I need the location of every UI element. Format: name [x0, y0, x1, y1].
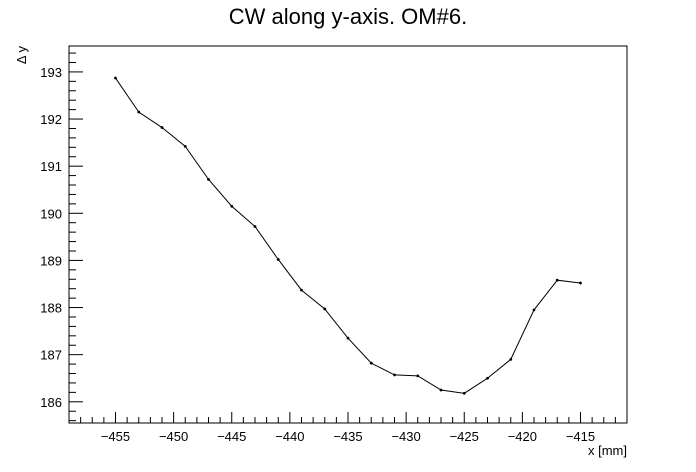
data-point: [114, 76, 117, 80]
data-point: [532, 308, 536, 312]
y-tick-label: 189: [40, 253, 62, 268]
axis-tick-labels: −455 −450 −445 −440 −435 −430 −425 −420 −415 186 1…: [40, 65, 595, 444]
data-point: [346, 336, 350, 340]
data-point: [253, 225, 257, 228]
data-point: [579, 281, 582, 285]
y-tick-label: 188: [40, 301, 62, 316]
x-tick-label: −420: [508, 429, 537, 444]
x-tick-label: −445: [217, 429, 246, 444]
data-point: [323, 307, 327, 311]
y-tick-label: 193: [40, 65, 62, 80]
data-point: [276, 258, 280, 261]
data-point: [369, 361, 373, 365]
plot-frame: [68, 45, 628, 424]
x-tick-label: −415: [566, 429, 595, 444]
data-point: [416, 374, 420, 378]
y-axis-title: Δ y: [14, 46, 29, 65]
chart-title: CW along y-axis. OM#6.: [229, 4, 467, 29]
data-point: [486, 376, 489, 380]
data-point: [207, 177, 210, 181]
x-tick-label: −455: [101, 429, 130, 444]
y-tick-label: 187: [40, 348, 62, 363]
data-point: [462, 391, 466, 395]
data-point: [230, 204, 234, 208]
x-axis-title: x [mm]: [588, 443, 627, 458]
data-point: [160, 126, 164, 129]
data-point: [439, 388, 443, 392]
data-point: [393, 373, 396, 377]
x-tick-label: −425: [450, 429, 479, 444]
x-tick-label: −440: [275, 429, 304, 444]
series-line: [115, 77, 581, 394]
axis-ticks: [68, 52, 628, 423]
x-tick-label: −450: [159, 429, 188, 444]
y-tick-label: 186: [40, 395, 62, 410]
data-point: [137, 110, 141, 114]
x-tick-label: −435: [333, 429, 362, 444]
y-tick-label: 191: [40, 159, 62, 174]
data-point: [509, 357, 513, 361]
data-point: [555, 278, 559, 282]
series-points: [114, 76, 582, 395]
y-tick-label: 190: [40, 206, 62, 221]
y-tick-label: 192: [40, 112, 62, 127]
data-point: [300, 288, 303, 292]
x-tick-label: −430: [391, 429, 420, 444]
data-point: [183, 144, 187, 148]
